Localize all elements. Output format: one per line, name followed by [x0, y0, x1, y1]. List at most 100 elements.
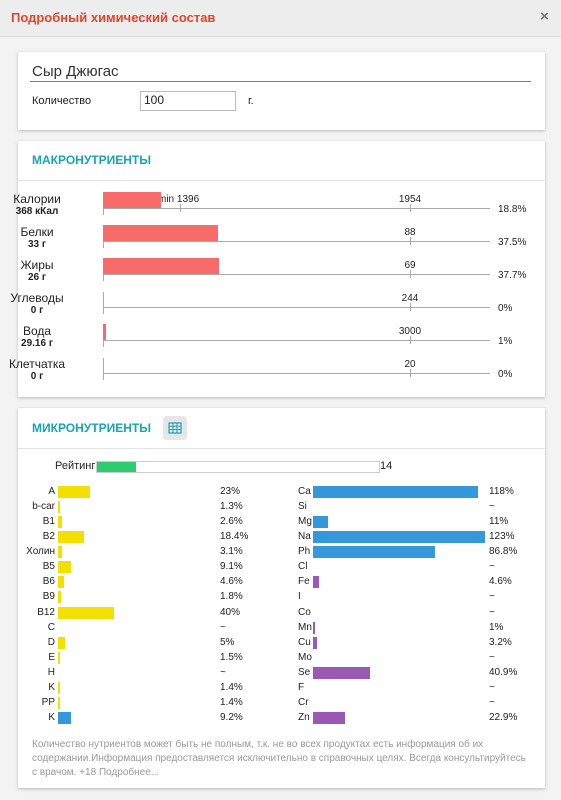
micro-bar — [313, 546, 435, 559]
micro-name: PP — [41, 696, 55, 708]
micro-percent: 4.6% — [220, 576, 243, 588]
axis-line — [103, 241, 490, 242]
micro-name: B9 — [42, 591, 55, 603]
micro-percent: 1.4% — [220, 681, 243, 693]
micro-name: B6 — [42, 576, 55, 588]
micro-bar — [313, 486, 479, 498]
micro-bar — [58, 606, 114, 619]
micro-percent: 2.6% — [220, 516, 243, 528]
micro-bar — [58, 576, 65, 589]
micro-name: Mg — [298, 516, 312, 528]
micro-bar — [58, 636, 65, 649]
nutrient-amount: 26 г — [27, 272, 47, 283]
nutrient-amount: 33 г — [27, 239, 47, 250]
axis-line — [103, 274, 490, 275]
min-label: min 1396 — [158, 194, 200, 205]
micro-bar — [58, 501, 60, 514]
micro-percent: 3.2% — [489, 636, 512, 648]
micro-name: Na — [298, 531, 311, 543]
header-bar — [0, 0, 561, 37]
micro-bar — [313, 576, 320, 589]
bar — [103, 258, 219, 274]
micro-name: Fe — [298, 576, 310, 588]
product-name: Сыр Джюгас — [32, 63, 119, 80]
header-title: Подробный химический состав — [11, 10, 216, 25]
micro-percent: 1% — [489, 621, 504, 633]
percent-label: 18.8% — [498, 204, 527, 215]
micro-percent: ~ — [489, 591, 495, 603]
micro-percent: 1.5% — [220, 651, 243, 663]
micro-name: F — [298, 681, 305, 693]
micro-percent: 11% — [489, 516, 509, 528]
micro-percent: 86.8% — [489, 546, 518, 558]
nutrient-amount: 0 г — [30, 305, 44, 316]
percent-label: 37.5% — [498, 237, 527, 248]
min-tick — [180, 204, 181, 212]
norm-tick — [410, 204, 411, 212]
micro-name: Холин — [26, 546, 55, 558]
norm-tick — [410, 270, 411, 278]
norm-tick — [410, 237, 411, 245]
rating-bar — [97, 462, 137, 472]
micro-name: B12 — [37, 606, 55, 618]
quantity-input[interactable]: 100 — [140, 91, 236, 111]
rating-track — [96, 461, 380, 473]
micro-bar — [58, 712, 71, 725]
bar — [103, 225, 219, 241]
norm-label: 244 — [401, 293, 419, 304]
norm-tick — [410, 336, 411, 344]
micro-percent: 1.8% — [220, 591, 243, 603]
micro-name: B1 — [42, 516, 55, 528]
micro-percent: 9.2% — [220, 712, 243, 724]
micro-name: Cl — [298, 561, 308, 573]
nutrient-name: Клетчатка — [8, 357, 66, 371]
micro-name: Co — [298, 606, 311, 618]
micro-percent: 123% — [489, 531, 515, 543]
table-icon[interactable] — [163, 416, 187, 440]
percent-label: 1% — [498, 336, 513, 347]
norm-label: 88 — [404, 227, 416, 238]
micro-percent: ~ — [489, 681, 495, 693]
norm-label: 20 — [404, 359, 416, 370]
micro-name: A — [48, 486, 55, 497]
micro-name: Mn — [298, 621, 312, 633]
micro-name: H — [47, 666, 55, 678]
unit: г. — [248, 95, 254, 107]
micro-name: E — [48, 651, 55, 663]
micro-bar — [58, 681, 60, 694]
micro-percent: 22.9% — [489, 712, 518, 724]
micro-percent: 40% — [220, 606, 241, 618]
axis-start — [103, 292, 104, 314]
micro-percent: ~ — [489, 501, 495, 513]
micro-name: Cr — [298, 696, 309, 708]
close-button[interactable]: × — [540, 8, 549, 25]
nutrient-amount: 368 кКал — [15, 206, 59, 217]
rating-value: 14 — [380, 460, 393, 472]
percent-label: 37.7% — [498, 270, 527, 281]
micro-bar — [313, 621, 315, 634]
axis-start — [103, 358, 104, 380]
micro-percent: ~ — [489, 606, 495, 618]
divider — [18, 180, 545, 181]
micro-percent: 4.6% — [489, 576, 512, 588]
micro-name: D — [47, 636, 55, 648]
axis-line — [103, 208, 490, 209]
note: Количество нутриентов может быть не полн… — [32, 739, 526, 778]
axis-line — [103, 373, 490, 374]
micro-bar — [58, 651, 61, 664]
micro-name: Ca — [298, 486, 311, 497]
micro-bar — [58, 516, 62, 529]
axis-line — [103, 307, 490, 308]
rating-label: Рейтинг — [55, 460, 96, 472]
micro-name: Zn — [298, 712, 310, 724]
micro-bar — [58, 561, 71, 574]
micro-percent: 40.9% — [489, 666, 518, 678]
micro-bar — [58, 531, 84, 544]
micro-percent: 18.4% — [220, 531, 249, 543]
micro-name: K — [48, 681, 55, 693]
nutrient-name: Углеводы — [10, 291, 64, 305]
micro-title: МИКРОНУТРИЕНТЫ — [32, 421, 151, 435]
micro-name: C — [47, 621, 55, 633]
micro-percent: ~ — [489, 696, 495, 708]
micro-bar — [313, 666, 371, 679]
